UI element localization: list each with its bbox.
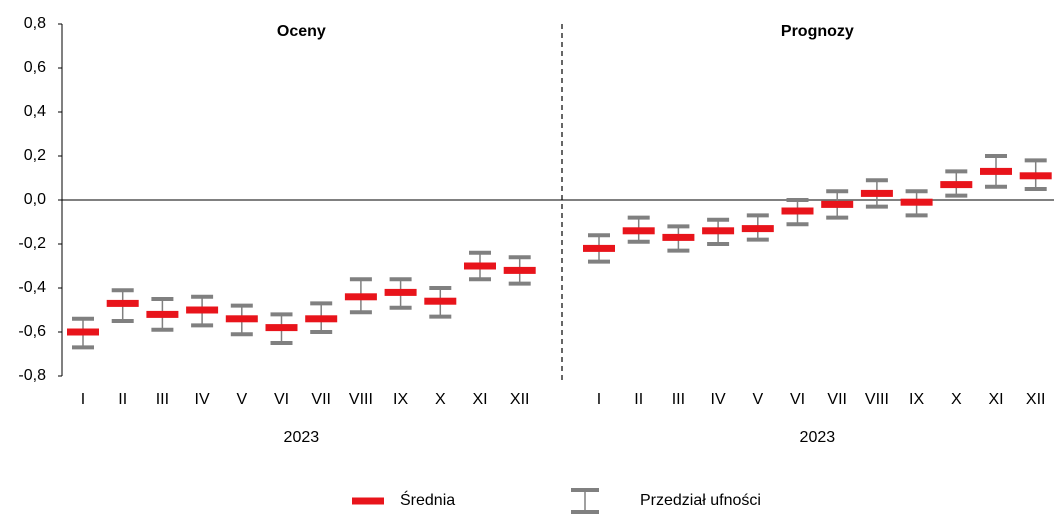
x-group-label: 2023 [800,429,836,446]
mean-mark [781,207,814,215]
mean-mark [741,225,774,233]
x-tick-label: V [752,391,763,408]
mean-mark [186,306,219,314]
y-tick-label: 0,6 [24,59,46,76]
mean-mark [344,293,377,301]
x-tick-label: XII [1026,391,1046,408]
x-tick-label: III [156,391,169,408]
x-tick-label: VI [790,391,805,408]
y-tick-label: -0,6 [18,323,46,340]
mean-mark [265,324,298,332]
y-tick-label: 0,2 [24,147,46,164]
x-tick-label: I [597,391,601,408]
mean-mark [146,310,179,318]
y-tick-label: 0,4 [24,103,46,120]
y-tick-label: 0,8 [24,15,46,32]
x-tick-label: IV [711,391,726,408]
mean-mark [662,233,695,241]
x-tick-label: II [118,391,127,408]
x-tick-label: IX [393,391,408,408]
mean-mark [225,315,258,323]
x-tick-label: VII [311,391,331,408]
mean-mark [702,227,735,235]
x-tick-label: IX [909,391,924,408]
mean-mark [860,189,893,197]
mean-mark [821,200,854,208]
legend-label: Średnia [400,490,455,509]
mean-mark [622,227,655,235]
x-tick-label: XI [988,391,1003,408]
mean-mark [980,167,1012,175]
mean-mark [424,297,457,305]
mean-mark [464,262,496,270]
x-tick-label: XII [510,391,530,408]
mean-mark [67,328,99,336]
x-tick-label: IV [195,391,210,408]
mean-mark [305,315,338,323]
x-tick-label: XI [472,391,487,408]
x-tick-label: VIII [865,391,889,408]
x-tick-label: I [81,391,85,408]
mean-mark [940,181,973,189]
mean-mark [900,198,933,206]
y-tick-label: 0,0 [24,191,46,208]
mean-mark [583,244,615,252]
x-tick-label: V [236,391,247,408]
x-tick-label: X [435,391,446,408]
x-tick-label: VI [274,391,289,408]
mean-mark [384,288,417,296]
y-tick-label: -0,2 [18,235,46,252]
x-tick-label: VIII [349,391,373,408]
x-tick-label: X [951,391,962,408]
x-group-label: 2023 [284,429,320,446]
mean-mark [503,266,536,274]
x-tick-label: VII [827,391,847,408]
legend-label: Przedział ufności [640,492,761,509]
x-tick-label: III [672,391,685,408]
mean-mark [1019,172,1052,180]
y-tick-label: -0,4 [18,279,46,296]
panel-title: Oceny [277,23,326,40]
panel-title: Prognozy [781,23,854,40]
mean-mark [106,299,139,307]
x-tick-label: II [634,391,643,408]
y-tick-label: -0,8 [18,367,46,384]
